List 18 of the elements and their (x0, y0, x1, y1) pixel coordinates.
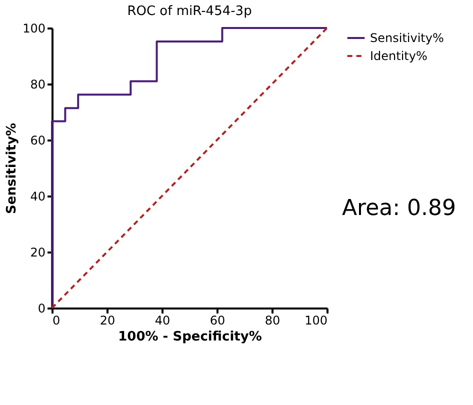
y-tick-label: 60 (30, 134, 46, 148)
y-axis-title: Sensitivity% (4, 123, 20, 214)
x-axis-title: 100% - Specificity% (118, 330, 262, 344)
y-tick-label: 80 (30, 78, 46, 92)
text: Area: 0.89 (342, 196, 456, 221)
y-tick-label: 0 (38, 302, 46, 316)
x-tick-label: 80 (264, 314, 280, 328)
x-tick-label: 20 (100, 314, 116, 328)
x-tick-label: 100 (304, 314, 328, 328)
x-tick-label: 0 (52, 314, 60, 328)
y-tick-label: 100 (22, 22, 46, 36)
legend-label: Sensitivity% (370, 31, 444, 45)
x-tick-label: 40 (154, 314, 170, 328)
x-tick-label: 60 (210, 314, 226, 328)
y-tick-label: 40 (30, 190, 46, 204)
chart-title: ROC of miR-454-3p (127, 4, 252, 19)
y-tick-label: 20 (30, 246, 46, 260)
legend-label: Identity% (370, 49, 428, 63)
